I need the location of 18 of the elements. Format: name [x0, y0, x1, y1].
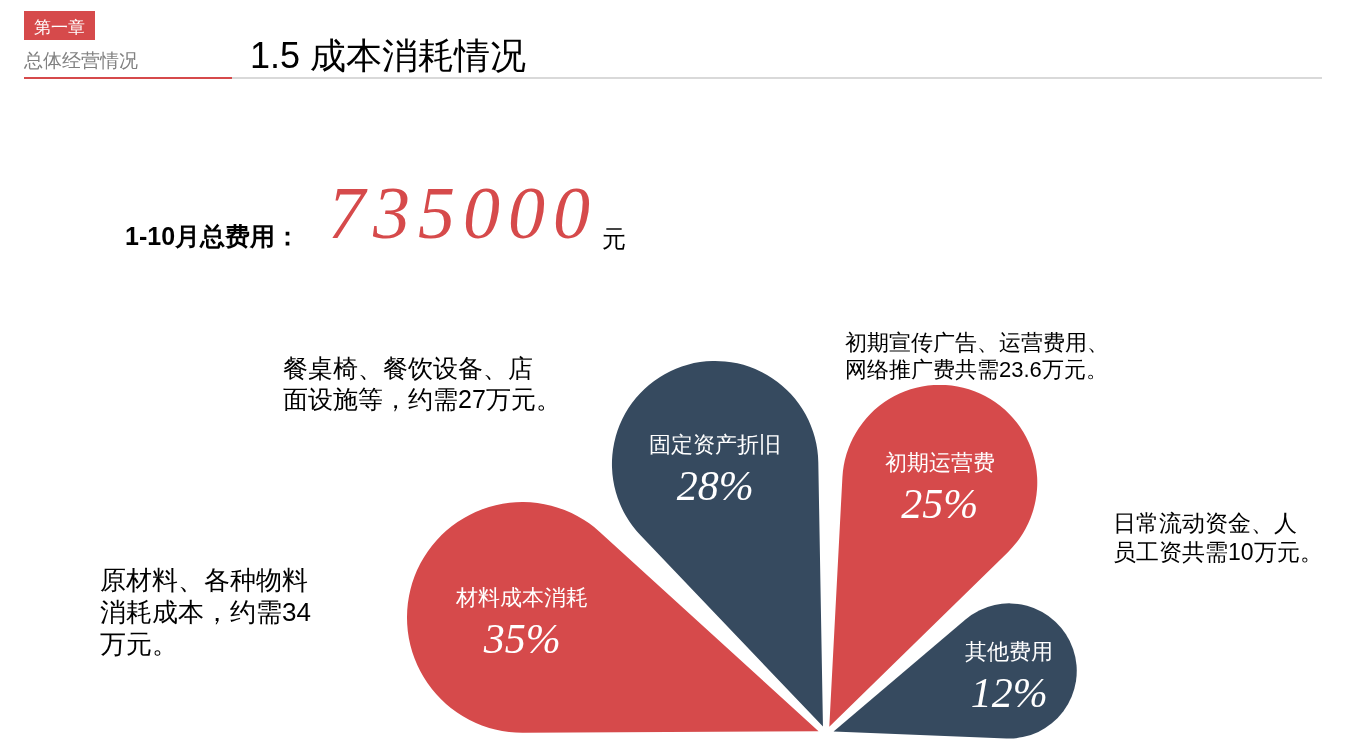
annotation: 元 [602, 225, 627, 252]
annotation: 日常流动资金、人员工资共需10万元。 [1113, 510, 1323, 565]
annotation: 735000 [328, 172, 599, 254]
annotation: 原材料、各种物料消耗成本，约需34万元。 [100, 565, 311, 660]
annotation: 初期宣传广告、运营费用、网络推广费共需23.6万元。 [845, 330, 1109, 383]
annotation: 餐桌椅、餐饮设备、店面设施等，约需27万元。 [283, 354, 561, 413]
annotation: 1-10月总费用： [125, 222, 301, 250]
value-label: 12% [970, 669, 1048, 716]
category-label: 初期运营费 [884, 450, 995, 476]
subtitle: 总体经营情况 [24, 50, 138, 71]
title: 1.5 成本消耗情况 [250, 35, 527, 76]
category-label: 材料成本消耗 [456, 585, 589, 611]
value-label: 35% [483, 616, 561, 663]
category-label: 其他费用 [965, 638, 1054, 664]
value-label: 25% [901, 481, 979, 528]
category-label: 固定资产折旧 [649, 432, 782, 458]
value-label: 28% [676, 463, 754, 510]
chapter-tag: 第一章 [24, 11, 95, 40]
